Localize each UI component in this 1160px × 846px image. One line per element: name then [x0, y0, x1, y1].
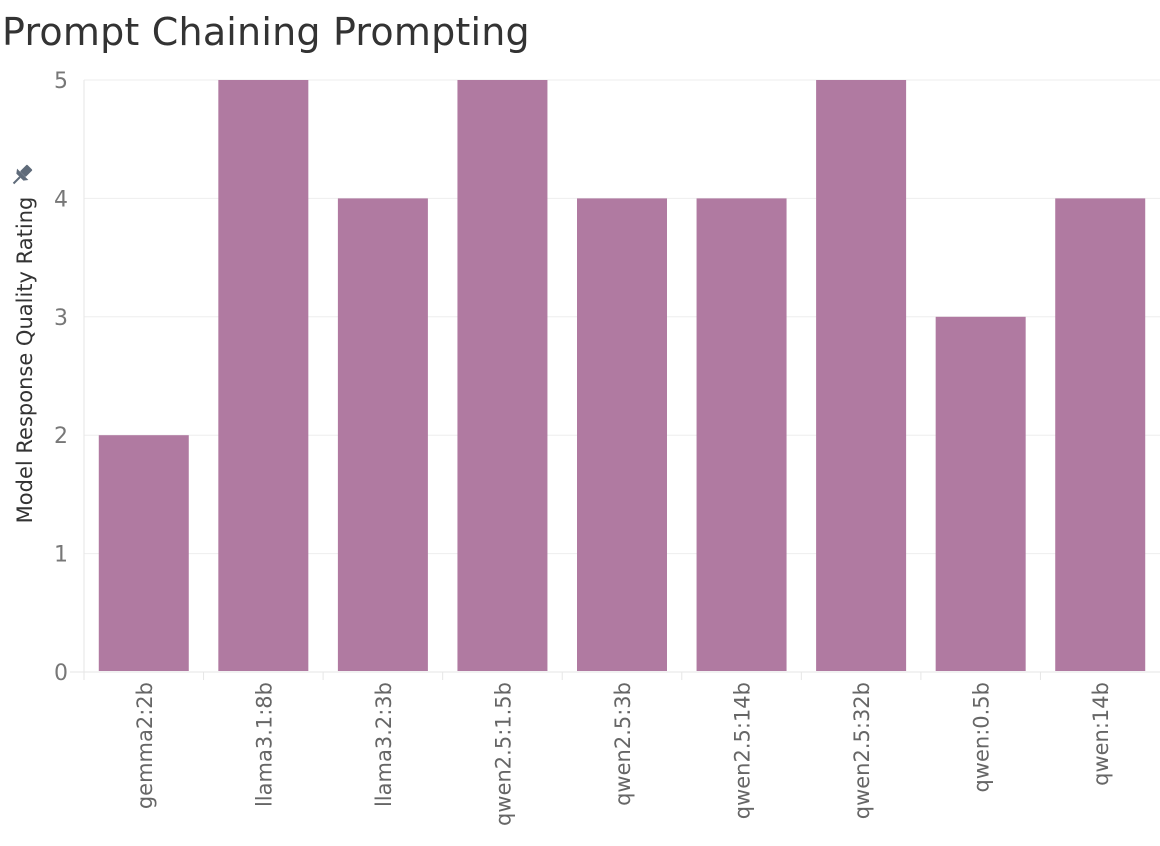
y-tick-label: 5 [54, 69, 68, 94]
x-tick-label: qwen2.5:32b [850, 682, 874, 819]
bar [1055, 198, 1146, 671]
bar [816, 80, 907, 671]
x-tick-label: qwen:0.5b [970, 682, 994, 793]
x-tick-label: llama3.2:3b [372, 682, 396, 807]
y-tick-label: 2 [54, 424, 68, 449]
x-tick-label: qwen2.5:1.5b [491, 682, 515, 826]
y-tick-label: 0 [54, 661, 68, 686]
chart-title: Prompt Chaining Prompting [2, 10, 530, 54]
bar [935, 316, 1026, 671]
bar [98, 435, 189, 671]
y-tick-label: 1 [54, 543, 68, 568]
bar [337, 198, 428, 671]
x-tick-label: qwen2.5:3b [611, 682, 635, 806]
x-tick-label: qwen:14b [1089, 682, 1113, 786]
y-tick-label: 3 [54, 306, 68, 331]
bar [577, 198, 667, 671]
bar [218, 80, 309, 671]
x-tick-label: qwen2.5:14b [731, 682, 755, 819]
y-tick-label: 4 [54, 187, 68, 212]
bar [457, 80, 548, 671]
bar [696, 198, 787, 671]
x-tick-label: gemma2:2b [133, 682, 157, 809]
pin-icon[interactable] [8, 161, 36, 189]
x-tick-label: llama3.1:8b [252, 682, 276, 807]
